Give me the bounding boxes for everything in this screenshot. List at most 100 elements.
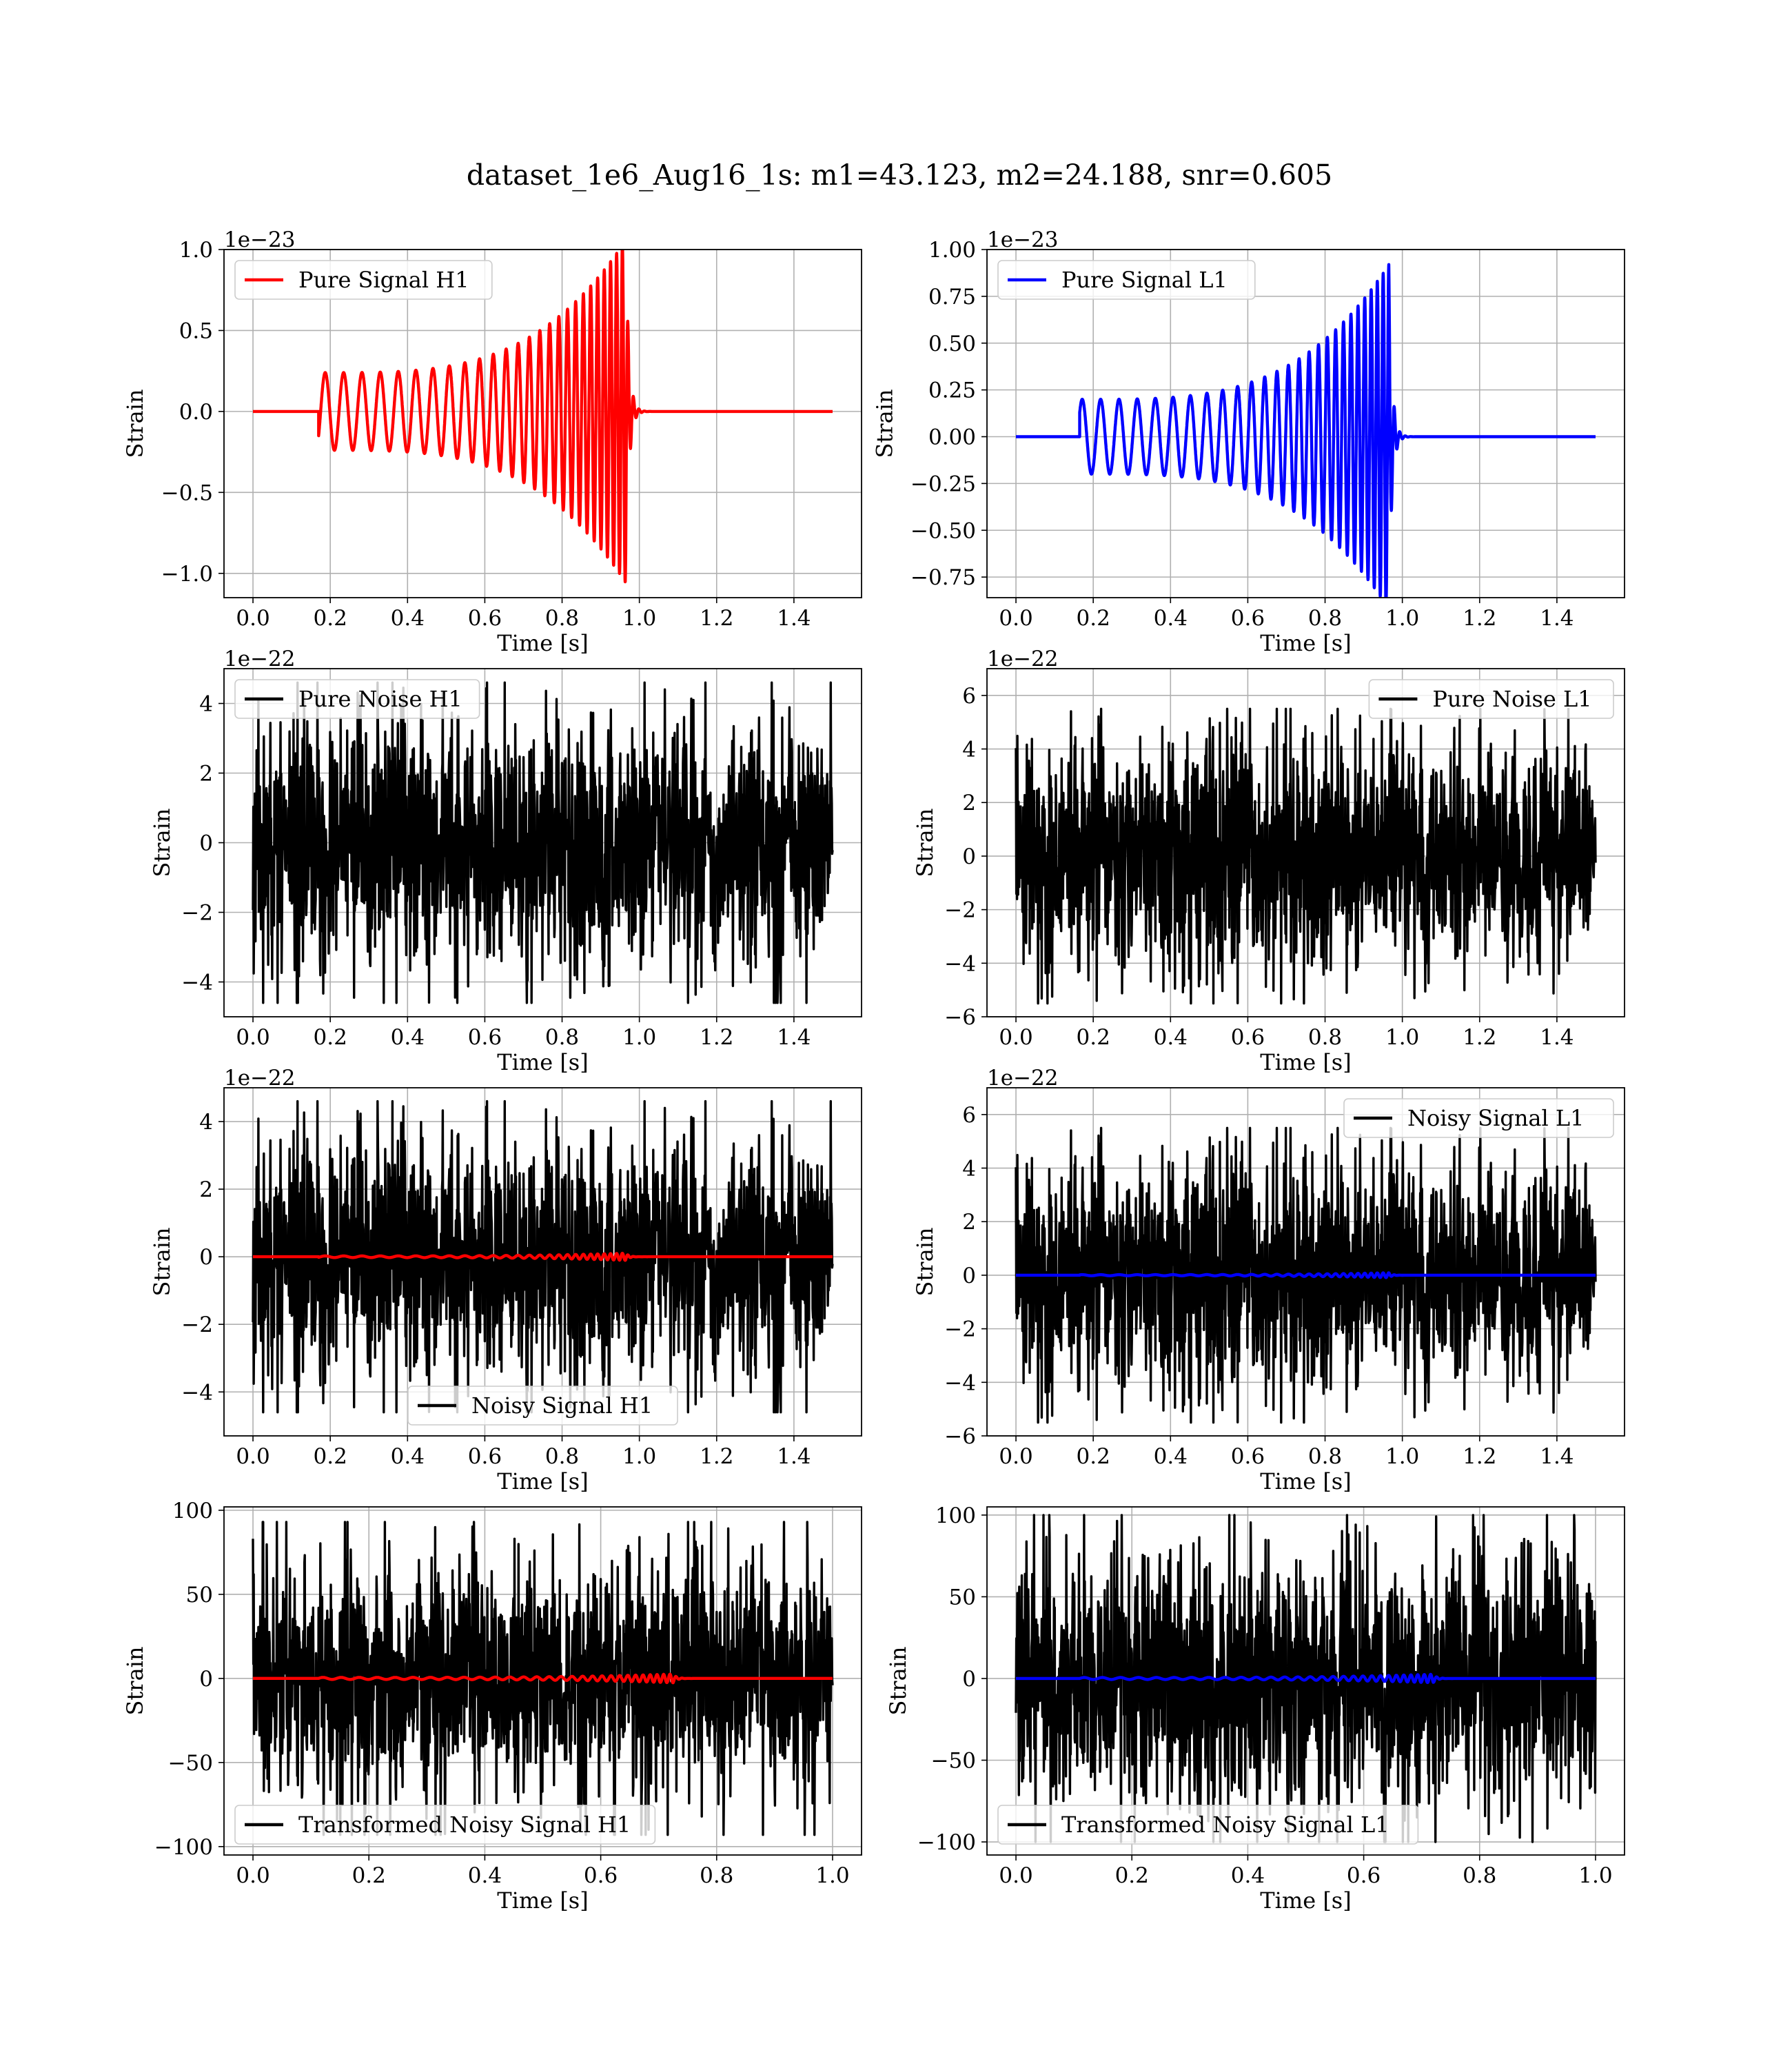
axes-frame xyxy=(986,249,1625,598)
y-tick-label: 100 xyxy=(935,1503,976,1528)
y-tick-label: 0 xyxy=(962,1264,976,1288)
x-tick-label: 0.2 xyxy=(1077,606,1110,631)
legend: Pure Signal H1 xyxy=(234,260,493,300)
series-line-1 xyxy=(1016,1672,1596,1684)
x-axis-label: Time [s] xyxy=(497,630,588,656)
x-tick-label: 1.0 xyxy=(622,1025,656,1050)
x-tick-label: 0.6 xyxy=(1231,1444,1265,1469)
x-tick-label: 1.4 xyxy=(777,606,811,631)
x-tick-label: 1.0 xyxy=(622,1444,656,1469)
legend-box xyxy=(1368,679,1614,719)
x-axis-label: Time [s] xyxy=(1260,630,1351,656)
series-line-0 xyxy=(253,250,833,584)
y-tick-label: 0 xyxy=(199,1667,213,1692)
legend: Pure Noise L1 xyxy=(1368,679,1614,719)
series-line-1 xyxy=(253,1251,833,1262)
y-tick-label: 6 xyxy=(962,1103,976,1128)
y-tick-label: −0.75 xyxy=(910,565,976,590)
y-tick-label: 2 xyxy=(199,1177,213,1202)
series-line-0 xyxy=(1015,1126,1597,1424)
x-tick-label: 0.4 xyxy=(468,1863,502,1888)
x-tick-label: 0.8 xyxy=(700,1863,733,1888)
x-tick-label: 0.6 xyxy=(468,1444,502,1469)
x-tick-label: 1.4 xyxy=(1540,606,1574,631)
y-tick-label: −6 xyxy=(944,1005,976,1030)
x-tick-label: 0.0 xyxy=(999,1025,1032,1050)
x-tick-label: 0.2 xyxy=(1077,1444,1110,1469)
x-tick-label: 0.0 xyxy=(236,1863,269,1888)
y-tick-label: 0.0 xyxy=(179,400,213,425)
x-tick-label: 0.6 xyxy=(468,606,502,631)
y-tick-label: 0.75 xyxy=(928,285,976,310)
offset-text: 1e−23 xyxy=(224,227,296,252)
panel-l1_transformed: 0.0 0.2 0.4 0.6 0.8 1.0 −100 −50 0 50 100 Time [s] S… xyxy=(885,1503,1625,1914)
y-tick-label: −0.5 xyxy=(161,480,213,505)
x-tick-label: 1.4 xyxy=(1540,1025,1574,1050)
y-tick-label: 4 xyxy=(199,692,213,717)
x-tick-label: 1.2 xyxy=(700,606,733,631)
x-tick-label: 1.0 xyxy=(1578,1863,1612,1888)
x-tick-label: 0.6 xyxy=(584,1863,618,1888)
x-tick-label: 1.2 xyxy=(1463,1444,1496,1469)
y-tick-label: 1.00 xyxy=(928,238,976,263)
axes-frame xyxy=(986,1506,1625,1856)
x-tick-label: 0.8 xyxy=(1308,606,1342,631)
x-axis-label: Time [s] xyxy=(1260,1468,1351,1494)
x-tick-label: 0.8 xyxy=(545,1025,579,1050)
x-tick-label: 0.0 xyxy=(999,1863,1032,1888)
y-tick-label: 0 xyxy=(962,844,976,869)
series-group xyxy=(1016,263,1596,598)
y-tick-label: 0.00 xyxy=(928,425,976,450)
x-tick-label: 1.0 xyxy=(622,606,656,631)
legend-label: Pure Signal L1 xyxy=(1061,267,1228,293)
x-tick-label: 0.4 xyxy=(391,1444,425,1469)
series-group xyxy=(1015,707,1597,1005)
series-line-1 xyxy=(253,1672,833,1685)
axes-frame xyxy=(223,1506,862,1856)
y-tick-label: 4 xyxy=(962,738,976,762)
series-line-0 xyxy=(252,1521,834,1836)
series-line-0 xyxy=(252,681,834,1004)
x-tick-label: 1.0 xyxy=(1385,606,1419,631)
y-tick-label: 2 xyxy=(962,791,976,815)
x-tick-label: 0.6 xyxy=(1231,1025,1265,1050)
y-tick-label: 50 xyxy=(186,1583,213,1608)
y-axis-label: Strain xyxy=(149,809,175,878)
y-tick-label: 6 xyxy=(962,684,976,709)
legend: Pure Signal L1 xyxy=(997,260,1256,300)
x-axis-label: Time [s] xyxy=(1260,1049,1351,1075)
series-group xyxy=(252,1099,834,1414)
y-tick-label: 0.5 xyxy=(179,318,213,343)
x-tick-label: 0.8 xyxy=(1308,1444,1342,1469)
y-tick-label: 0 xyxy=(199,831,213,856)
x-tick-label: 1.0 xyxy=(1385,1025,1419,1050)
x-tick-label: 0.6 xyxy=(468,1025,502,1050)
y-tick-label: −0.50 xyxy=(910,518,976,543)
axes-frame xyxy=(986,668,1625,1017)
y-tick-label: −4 xyxy=(181,971,213,995)
series-group xyxy=(1015,1126,1597,1424)
x-tick-label: 0.4 xyxy=(391,1025,425,1050)
y-tick-label: 1.0 xyxy=(179,238,213,263)
y-tick-label: 0.25 xyxy=(928,378,976,403)
y-tick-label: 4 xyxy=(962,1157,976,1182)
legend: Noisy Signal H1 xyxy=(407,1386,678,1426)
x-axis-label: Time [s] xyxy=(497,1468,588,1494)
x-tick-label: 0.8 xyxy=(545,606,579,631)
y-tick-label: 2 xyxy=(962,1210,976,1235)
x-tick-label: 0.4 xyxy=(391,606,425,631)
y-tick-label: −2 xyxy=(944,898,976,923)
y-tick-label: −1.0 xyxy=(161,562,213,587)
panel-h1_transformed: 0.0 0.2 0.4 0.6 0.8 1.0 −100 −50 0 50 100 Time [s] S… xyxy=(122,1499,862,1914)
y-tick-label: 0 xyxy=(962,1667,976,1692)
offset-text: 1e−22 xyxy=(987,647,1059,671)
y-tick-label: −50 xyxy=(168,1751,213,1776)
y-tick-label: −100 xyxy=(154,1835,213,1860)
legend-label: Pure Noise L1 xyxy=(1432,686,1591,712)
x-tick-label: 0.0 xyxy=(236,1025,269,1050)
axes-frame xyxy=(223,1087,862,1437)
x-tick-label: 0.4 xyxy=(1154,1444,1188,1469)
y-tick-label: 2 xyxy=(199,762,213,787)
x-tick-label: 0.2 xyxy=(314,606,347,631)
